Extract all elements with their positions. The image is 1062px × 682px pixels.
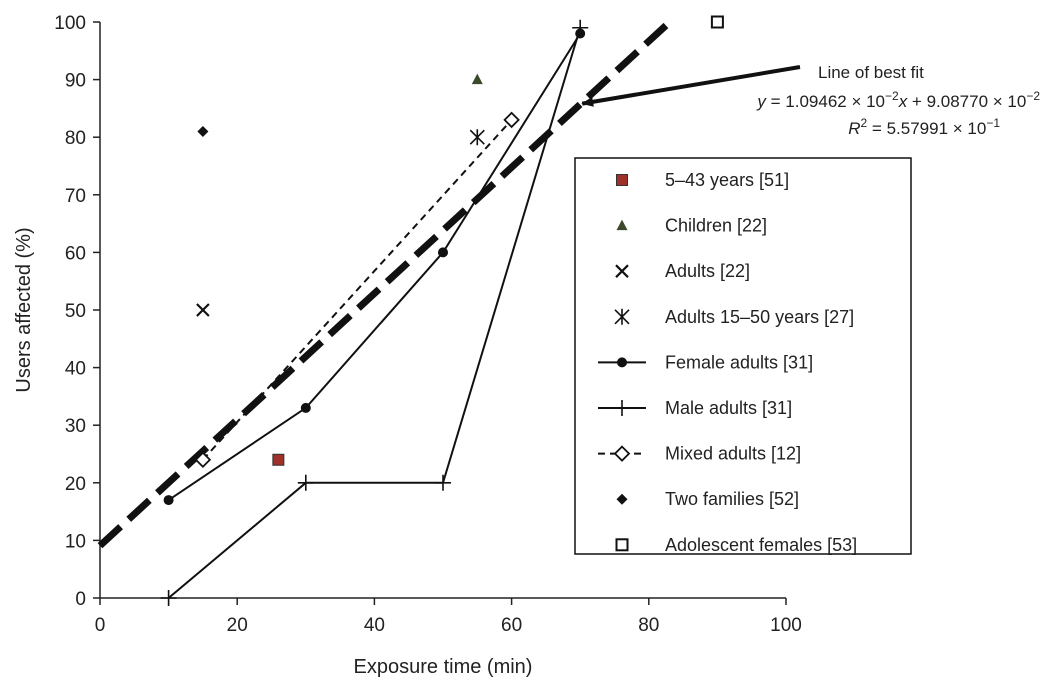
y-tick-label: 70 [65,186,86,207]
data-point [197,125,209,137]
y-tick-label: 50 [65,301,86,322]
data-point [194,451,212,469]
legend-symbol [614,308,630,325]
legend-label: Adults [22] [665,261,750,281]
x-tick-label: 80 [638,615,659,636]
y-tick-label: 60 [65,243,86,264]
data-point [572,19,589,36]
legend-symbol [616,219,628,231]
series-line [167,27,582,599]
data-point [163,495,174,506]
fit-annotation-r2: R2 = 5.57991 × 10−1 [848,116,1000,138]
data-point [469,129,485,146]
fit-annotation-equation: y = 1.09462 × 10−2x + 9.08770 × 10−2 [756,89,1040,111]
legend-label: 5–43 years [51] [665,170,789,190]
series-2 [196,303,210,317]
x-tick-label: 0 [95,615,106,636]
legend-label: Adults 15–50 years [27] [665,307,854,327]
data-point [438,247,448,258]
data-point [196,303,210,317]
x-tick-label: 20 [227,615,248,636]
legend-symbol [615,264,629,278]
y-tick-label: 20 [65,474,86,495]
legend-symbol [617,357,627,368]
legend-symbol [616,493,628,505]
plot-area [97,15,724,606]
data-point [471,73,483,85]
data-point [710,15,724,29]
legend-label: Children [22] [665,216,767,236]
axes: 0 10 20 30 40 50 60 70 80 90 100 0 20 40 60 80 100 Exposu… [13,13,802,678]
x-tick-label: 60 [501,615,522,636]
legend-item: Children [22] [616,216,767,236]
series-4 [163,28,586,506]
series-line [168,32,582,501]
legend-item: 5–43 years [51] [616,170,789,190]
series-0 [272,453,285,466]
legend-item: Two families [52] [616,489,799,509]
series-5 [160,19,589,606]
legend-item: Adults [22] [615,261,750,281]
series-line [202,119,513,461]
x-axis-title: Exposure time (min) [354,656,533,678]
legend-symbol [615,538,629,552]
fit-arrow [581,65,801,107]
legend-item: Female adults [31] [598,352,813,372]
x-tick-label: 40 [364,615,385,636]
legend-box [574,157,912,555]
y-tick-label: 10 [65,531,86,552]
legend-item: Mixed adults [12] [598,444,801,464]
legend-symbol [613,445,631,462]
y-tick-label: 0 [75,589,86,610]
y-axis-title: Users affected (%) [13,227,35,392]
legend-label: Male adults [31] [665,398,792,418]
data-point [435,474,451,491]
data-point [297,474,314,491]
legend-label: Two families [52] [665,489,799,509]
series-6 [194,111,520,469]
series-7 [197,125,209,137]
legend-symbol [616,174,628,186]
legend-symbol [614,400,630,416]
series-1 [471,73,483,85]
best-fit-line [97,22,669,549]
series-8 [710,15,724,29]
y-tick-label: 90 [65,71,86,92]
fit-annotation: Line of best fit y = 1.09462 × 10−2x + 9… [581,63,1040,138]
data-point [272,453,285,466]
y-tick-label: 30 [65,416,86,437]
data-point [503,111,520,129]
y-tick-label: 80 [65,128,86,149]
series-3 [469,129,485,146]
legend: 5–43 years [51] Children [22] Adults [22] A… [574,157,912,555]
legend-item: Adolescent females [53] [615,535,857,555]
y-tick-label: 100 [54,13,86,34]
fit-annotation-title: Line of best fit [818,63,924,82]
y-tick-label: 40 [65,359,86,380]
data-point [300,402,311,413]
legend-item: Male adults [31] [598,398,792,418]
legend-label: Adolescent females [53] [665,535,857,555]
x-tick-label: 100 [770,615,802,636]
legend-label: Female adults [31] [665,352,813,372]
data-point [160,590,177,606]
legend-item: Adults 15–50 years [27] [614,307,854,327]
legend-label: Mixed adults [12] [665,444,801,464]
